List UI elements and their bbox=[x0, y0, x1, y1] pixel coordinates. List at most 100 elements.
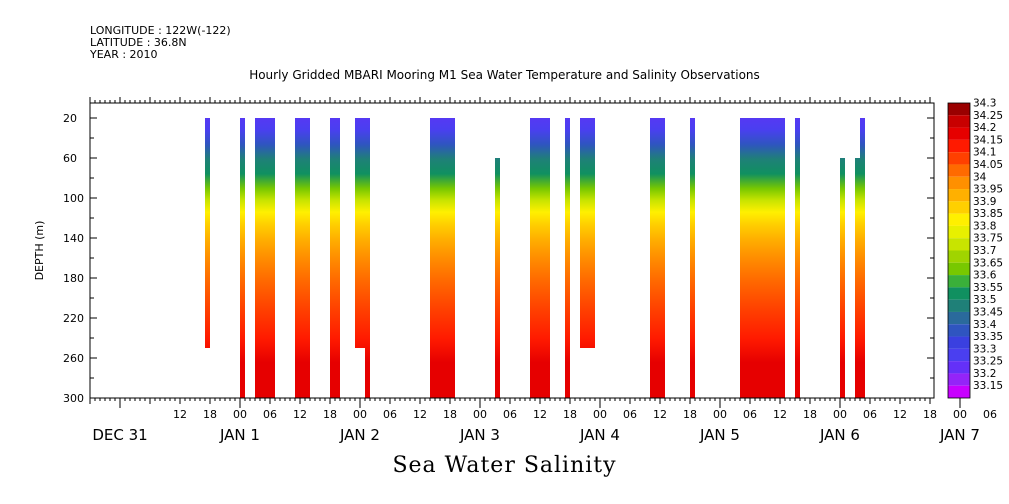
variable-title: Sea Water Salinity bbox=[392, 453, 617, 478]
profile-10 bbox=[565, 118, 570, 398]
colorbar-label: 34.1 bbox=[973, 147, 996, 159]
colorbar-swatch bbox=[948, 238, 970, 251]
x-day-label: JAN 4 bbox=[579, 426, 620, 444]
x-hour-label: 00 bbox=[593, 408, 607, 421]
colorbar-label: 34 bbox=[973, 171, 987, 183]
colorbar-swatch bbox=[948, 299, 970, 312]
profile-15 bbox=[795, 118, 800, 398]
colorbar-label: 33.35 bbox=[973, 331, 1003, 343]
colorbar-label: 33.6 bbox=[973, 270, 997, 282]
x-hour-label: 06 bbox=[863, 408, 877, 421]
x-hour-label: 06 bbox=[383, 408, 397, 421]
x-hour-label: 18 bbox=[923, 408, 937, 421]
profile-18 bbox=[860, 118, 865, 398]
colorbar-label: 33.55 bbox=[973, 282, 1003, 294]
profile-14 bbox=[740, 118, 785, 398]
colorbar-label: 33.3 bbox=[973, 343, 996, 355]
colorbar-swatch bbox=[948, 373, 970, 386]
colorbar-label: 34.05 bbox=[973, 159, 1003, 171]
x-hour-label: 00 bbox=[233, 408, 247, 421]
colorbar-label: 33.9 bbox=[973, 196, 996, 208]
profile-17 bbox=[855, 158, 860, 398]
x-hour-label: 12 bbox=[413, 408, 427, 421]
profile-7 bbox=[430, 118, 455, 398]
x-hour-label: 06 bbox=[623, 408, 637, 421]
x-hour-label: 06 bbox=[743, 408, 757, 421]
colorbar-swatch bbox=[948, 311, 970, 325]
profile-9 bbox=[530, 118, 550, 398]
x-hour-label: 06 bbox=[983, 408, 997, 421]
y-tick-label: 220 bbox=[63, 312, 84, 325]
colorbar-swatch bbox=[948, 103, 970, 116]
y-tick-label: 20 bbox=[63, 112, 77, 125]
colorbar-label: 33.85 bbox=[973, 208, 1003, 220]
colorbar-label: 34.15 bbox=[973, 134, 1003, 146]
x-hour-label: 12 bbox=[173, 408, 187, 421]
colorbar-label: 33.8 bbox=[973, 220, 996, 232]
x-hour-label: 06 bbox=[503, 408, 517, 421]
colorbar-label: 33.15 bbox=[973, 380, 1003, 392]
colorbar-swatch bbox=[948, 348, 970, 362]
longitude-label: LONGITUDE : 122W(-122) bbox=[90, 24, 231, 37]
colorbar-swatch bbox=[948, 225, 970, 239]
colorbar-swatch bbox=[948, 336, 970, 349]
x-day-label: JAN 7 bbox=[939, 426, 980, 444]
profile-16 bbox=[840, 158, 845, 398]
x-hour-label: 12 bbox=[293, 408, 307, 421]
profile-2 bbox=[255, 118, 275, 398]
colorbar-swatch bbox=[948, 139, 970, 153]
profile-11 bbox=[580, 118, 595, 348]
x-hour-label: 00 bbox=[713, 408, 727, 421]
plot-frame bbox=[89, 102, 935, 399]
y-tick-label: 100 bbox=[63, 192, 84, 205]
x-hour-label: 18 bbox=[563, 408, 577, 421]
profile-13 bbox=[690, 118, 695, 398]
profile-6 bbox=[365, 118, 370, 398]
year-label: YEAR : 2010 bbox=[90, 48, 158, 61]
x-hour-label: 00 bbox=[953, 408, 967, 421]
y-tick-label: 60 bbox=[63, 152, 77, 165]
colorbar-label: 33.45 bbox=[973, 306, 1003, 318]
colorbar-swatch bbox=[948, 361, 970, 374]
profile-1 bbox=[240, 118, 245, 398]
y-tick-label: 300 bbox=[63, 392, 84, 405]
colorbar-swatch bbox=[948, 201, 970, 214]
colorbar-swatch bbox=[948, 127, 970, 140]
colorbar-label: 33.25 bbox=[973, 356, 1003, 368]
colorbar-label: 34.25 bbox=[973, 110, 1003, 122]
x-hour-label: 00 bbox=[353, 408, 367, 421]
colorbar-swatch bbox=[948, 164, 970, 177]
colorbar-swatch bbox=[948, 275, 970, 288]
colorbar-label: 33.2 bbox=[973, 368, 996, 380]
profile-12 bbox=[650, 118, 665, 398]
profile-0 bbox=[205, 118, 210, 348]
x-hour-label: 00 bbox=[833, 408, 847, 421]
colorbar-label: 34.2 bbox=[973, 122, 996, 134]
colorbar-swatch bbox=[948, 287, 970, 300]
colorbar-swatch bbox=[948, 213, 970, 226]
colorbar-swatch bbox=[948, 262, 970, 276]
colorbar-swatch bbox=[948, 324, 970, 337]
x-hour-label: 12 bbox=[893, 408, 907, 421]
colorbar-swatch bbox=[948, 385, 970, 398]
x-hour-label: 18 bbox=[683, 408, 697, 421]
x-day-label: JAN 1 bbox=[219, 426, 260, 444]
colorbar-label: 33.65 bbox=[973, 257, 1003, 269]
x-hour-label: 18 bbox=[803, 408, 817, 421]
x-day-label: DEC 31 bbox=[92, 426, 147, 444]
y-tick-label: 140 bbox=[63, 232, 84, 245]
x-hour-label: 12 bbox=[533, 408, 547, 421]
colorbar-label: 33.5 bbox=[973, 294, 996, 306]
x-day-label: JAN 3 bbox=[459, 426, 500, 444]
profile-3 bbox=[295, 118, 310, 398]
colorbar-swatch bbox=[948, 115, 970, 128]
chart-title: Hourly Gridded MBARI Mooring M1 Sea Wate… bbox=[249, 68, 760, 82]
y-tick-label: 180 bbox=[63, 272, 84, 285]
colorbar-frame bbox=[947, 102, 971, 399]
x-day-label: JAN 2 bbox=[339, 426, 380, 444]
x-hour-label: 18 bbox=[323, 408, 337, 421]
x-hour-label: 06 bbox=[263, 408, 277, 421]
colorbar-label: 33.95 bbox=[973, 184, 1003, 196]
x-day-label: JAN 6 bbox=[819, 426, 860, 444]
